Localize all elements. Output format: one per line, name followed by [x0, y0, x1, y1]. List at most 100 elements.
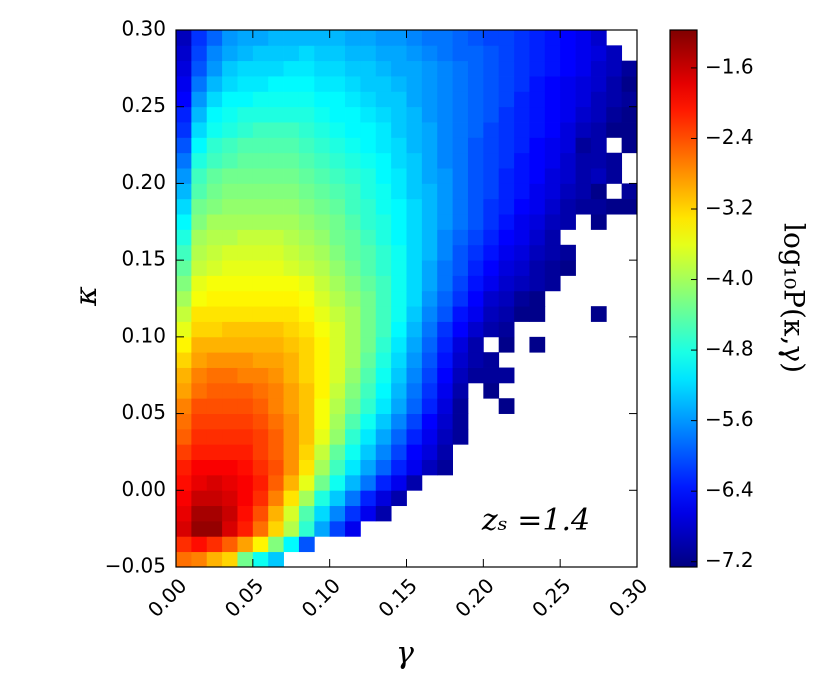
heatmap-cell [437, 30, 453, 46]
heatmap-cell [483, 198, 500, 215]
heatmap-cell [252, 290, 269, 307]
heatmap-cell [452, 168, 469, 184]
heatmap-cell [437, 352, 453, 368]
heatmap-cell [514, 275, 530, 292]
heatmap-cell [314, 290, 331, 307]
heatmap-cell [406, 229, 423, 246]
heatmap-cell [360, 106, 377, 123]
heatmap-cell [237, 336, 254, 353]
heatmap-cell [437, 321, 453, 338]
heatmap-cell [222, 367, 238, 384]
heatmap-cell [283, 459, 300, 476]
heatmap-cell [560, 260, 576, 276]
heatmap-cell [176, 290, 192, 307]
heatmap-cell [514, 91, 530, 108]
heatmap-cell [298, 459, 315, 476]
heatmap-cell [514, 183, 530, 200]
heatmap-cell [191, 214, 208, 230]
heatmap-cell [329, 60, 346, 77]
heatmap-cell [452, 137, 469, 154]
heatmap-cell [560, 122, 576, 138]
heatmap-cell [206, 122, 223, 138]
heatmap-cell [621, 137, 638, 154]
heatmap-cell [406, 413, 423, 430]
heatmap-cell [329, 137, 346, 154]
heatmap-cell [514, 290, 530, 307]
heatmap-cell [606, 198, 623, 215]
heatmap-cell [345, 352, 361, 368]
heatmap-cell [283, 367, 300, 384]
heatmap-cell [483, 60, 500, 77]
heatmap-cell [498, 290, 515, 307]
heatmap-cell [314, 214, 331, 230]
heatmap-cell [421, 76, 438, 92]
heatmap-cell [421, 229, 438, 246]
heatmap-cell [483, 367, 500, 384]
heatmap-cell [437, 106, 453, 123]
heatmap-cell [544, 45, 561, 62]
heatmap-cell [483, 275, 500, 292]
heatmap-cell [252, 367, 269, 384]
heatmap-cell [176, 183, 192, 200]
heatmap-cell [375, 260, 392, 276]
heatmap-cell [375, 306, 392, 322]
heatmap-cell [345, 214, 361, 230]
heatmap-cell [298, 290, 315, 307]
heatmap-cell [575, 30, 592, 46]
heatmap-cell [298, 106, 315, 123]
heatmap-cell [498, 306, 515, 322]
heatmap-cell [360, 198, 377, 215]
heatmap-cell [467, 260, 484, 276]
heatmap-cell [529, 198, 546, 215]
heatmap-cell [314, 382, 331, 399]
heatmap-cell [391, 428, 407, 445]
heatmap-cell [176, 244, 192, 261]
heatmap-cell [421, 198, 438, 215]
heatmap-cell [391, 168, 407, 184]
heatmap-cell [191, 122, 208, 138]
heatmap-cell [237, 45, 254, 62]
heatmap-cell [283, 152, 300, 169]
heatmap-cell [268, 367, 284, 384]
heatmap-cell [268, 398, 284, 414]
heatmap-cell [298, 275, 315, 292]
heatmap-cell [421, 91, 438, 108]
heatmap-cell [345, 398, 361, 414]
heatmap-cell [467, 352, 484, 368]
heatmap-cell [283, 137, 300, 154]
heatmap-cell [606, 168, 623, 184]
heatmap-cell [283, 336, 300, 353]
heatmap-cell [222, 106, 238, 123]
heatmap-cell [544, 91, 561, 108]
heatmap-cell [237, 137, 254, 154]
heatmap-cell [560, 106, 576, 123]
heatmap-cell [498, 122, 515, 138]
heatmap-cell [176, 76, 192, 92]
heatmap-cell [252, 183, 269, 200]
heatmap-cell [360, 122, 377, 138]
heatmap-cell [191, 382, 208, 399]
x-tick-label: 0.10 [297, 573, 345, 621]
heatmap-cell [437, 76, 453, 92]
heatmap-cell [452, 30, 469, 46]
heatmap-cell [329, 260, 346, 276]
heatmap-cell [498, 244, 515, 261]
heatmap-cell [345, 198, 361, 215]
heatmap-cell [345, 244, 361, 261]
heatmap-cell [483, 30, 500, 46]
heatmap-cell [375, 336, 392, 353]
heatmap-cell [191, 336, 208, 353]
heatmap-cell [237, 275, 254, 292]
heatmap-cell [176, 91, 192, 108]
heatmap-cell [467, 244, 484, 261]
heatmap-cell [375, 60, 392, 77]
heatmap-cell [590, 214, 607, 230]
heatmap-cell [314, 168, 331, 184]
heatmap-cell [345, 45, 361, 62]
heatmap-cell [375, 413, 392, 430]
heatmap-cell [498, 260, 515, 276]
colorbar-tick-label: −7.2 [705, 548, 754, 572]
heatmap-cell [360, 428, 377, 445]
heatmap-cell [314, 106, 331, 123]
heatmap-cell [237, 91, 254, 108]
